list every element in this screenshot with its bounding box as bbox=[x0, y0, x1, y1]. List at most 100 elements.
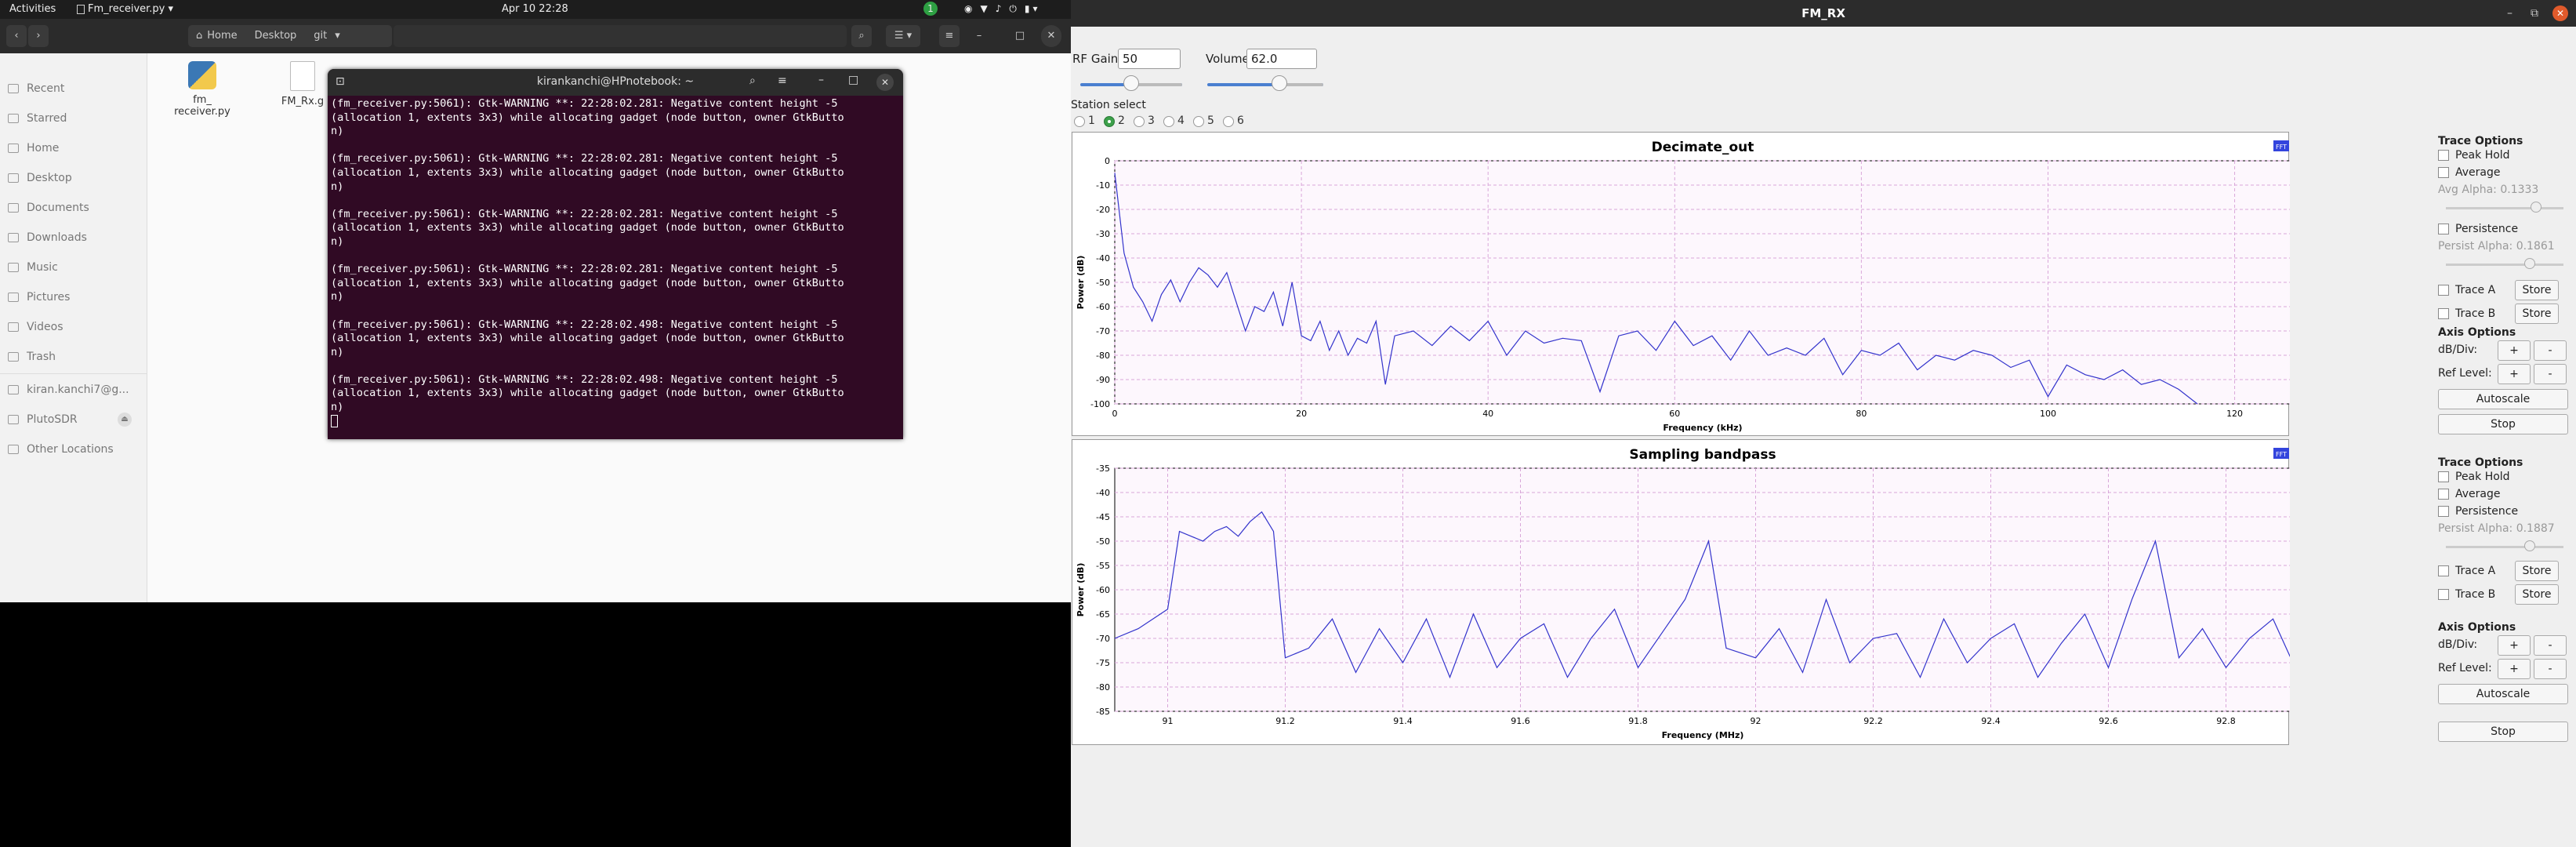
peak-hold-checkbox[interactable] bbox=[2438, 471, 2449, 482]
volume-slider-handle[interactable] bbox=[1271, 75, 1287, 91]
sidebar-item-downloads[interactable]: Downloads bbox=[8, 229, 87, 246]
autoscale-button[interactable]: Autoscale bbox=[2438, 684, 2568, 704]
db-div-label: dB/Div: bbox=[2438, 344, 2478, 356]
close-icon[interactable]: ✕ bbox=[876, 74, 894, 91]
decimate-out-chart[interactable]: Decimate_out FFT 0 -10 -20 -30 -40 -50 -60 -70 -80… bbox=[1072, 133, 2290, 437]
path-entry[interactable] bbox=[394, 25, 847, 47]
notification-badge[interactable]: 1 bbox=[923, 2, 938, 16]
ref-level-minus-button[interactable]: - bbox=[2534, 364, 2567, 384]
db-div-minus-button[interactable]: - bbox=[2534, 340, 2567, 361]
average-checkbox[interactable] bbox=[2438, 489, 2449, 500]
maximize-icon[interactable]: ⧉ bbox=[2531, 7, 2538, 20]
sidebar-item-other-locations[interactable]: Other Locations bbox=[8, 441, 114, 458]
terminal-output[interactable]: (fm_receiver.py:5061): Gtk-WARNING **: 2… bbox=[331, 97, 900, 436]
avg-alpha-slider[interactable] bbox=[2446, 202, 2563, 213]
video-icon bbox=[8, 322, 19, 332]
ref-level-plus-button[interactable]: + bbox=[2498, 364, 2531, 384]
persist-alpha-slider[interactable] bbox=[2446, 258, 2563, 269]
minimize-icon[interactable]: – bbox=[818, 74, 824, 86]
slider-handle[interactable] bbox=[2531, 202, 2542, 213]
station-radio-1[interactable] bbox=[1074, 116, 1085, 127]
station-radio-3[interactable] bbox=[1134, 116, 1145, 127]
sidebar-item-account[interactable]: kiran.kanchi7@g... bbox=[8, 381, 129, 398]
rf-gain-input[interactable]: 50 bbox=[1118, 49, 1181, 69]
path-home[interactable]: Home bbox=[207, 30, 238, 42]
new-tab-icon[interactable]: ⊡ bbox=[336, 75, 345, 88]
rf-gain-slider-handle[interactable] bbox=[1123, 75, 1139, 91]
sidebar-item-documents[interactable]: Documents bbox=[8, 199, 89, 216]
db-div-plus-button[interactable]: + bbox=[2498, 340, 2531, 361]
db-div-plus-button[interactable]: + bbox=[2498, 635, 2531, 656]
sidebar-item-label: Videos bbox=[27, 321, 63, 333]
trace-a-store-button[interactable]: Store bbox=[2515, 561, 2559, 581]
persistence-checkbox[interactable] bbox=[2438, 224, 2449, 234]
file-item[interactable]: fm_ receiver.py bbox=[171, 61, 234, 118]
y-tick-label: -70 bbox=[1096, 326, 1110, 336]
close-icon[interactable]: ✕ bbox=[2552, 5, 2568, 21]
fft-badge bbox=[2273, 448, 2289, 459]
ref-level-plus-button[interactable]: + bbox=[2498, 659, 2531, 679]
trace-b-checkbox[interactable] bbox=[2438, 308, 2449, 319]
clock[interactable]: Apr 10 22:28 bbox=[502, 3, 568, 15]
terminal-window[interactable]: ⊡ kirankanchi@HPnotebook: ~ ⌕ ≡ – □ ✕ (f… bbox=[328, 69, 903, 439]
menu-button[interactable]: ≡ bbox=[939, 25, 960, 47]
sidebar-item-recent[interactable]: Recent bbox=[8, 80, 64, 97]
slider-handle[interactable] bbox=[2524, 258, 2535, 269]
trace-b-store-button[interactable]: Store bbox=[2515, 584, 2559, 605]
station-radio-4[interactable] bbox=[1163, 116, 1174, 127]
search-button[interactable]: ⌕ bbox=[851, 25, 872, 47]
trace-b-store-button[interactable]: Store bbox=[2515, 304, 2559, 324]
path-desktop[interactable]: Desktop bbox=[254, 30, 297, 42]
persist-alpha-slider[interactable] bbox=[2446, 540, 2563, 551]
close-button[interactable]: ✕ bbox=[1041, 25, 1061, 47]
axis-options-heading: Axis Options bbox=[2438, 326, 2516, 339]
persistence-checkbox[interactable] bbox=[2438, 506, 2449, 517]
sidebar-item-music[interactable]: Music bbox=[8, 259, 58, 276]
x-tick-label: 91.2 bbox=[1275, 716, 1295, 726]
trace-b-checkbox[interactable] bbox=[2438, 589, 2449, 600]
trace-a-store-button[interactable]: Store bbox=[2515, 280, 2559, 300]
sidebar-item-plutosdr[interactable]: PlutoSDR ⏏ bbox=[8, 411, 133, 428]
sidebar-item-desktop[interactable]: Desktop bbox=[8, 169, 72, 187]
hamburger-icon[interactable]: ≡ bbox=[778, 75, 787, 87]
sidebar-item-label: Documents bbox=[27, 202, 89, 214]
sampling-bandpass-chart[interactable]: Sampling bandpass FFT -35 -40 -45 -50 -55 -60 -6… bbox=[1072, 440, 2290, 746]
view-toggle-button[interactable]: ☰ ▾ bbox=[886, 25, 920, 47]
minimize-button[interactable]: – bbox=[969, 25, 989, 47]
eject-icon[interactable]: ⏏ bbox=[118, 413, 132, 427]
file-item[interactable]: FM_Rx.g bbox=[271, 61, 334, 107]
stop-button[interactable]: Stop bbox=[2438, 414, 2568, 434]
x-tick-label: 92.8 bbox=[2216, 716, 2236, 726]
sidebar-item-pictures[interactable]: Pictures bbox=[8, 289, 70, 306]
maximize-button[interactable]: □ bbox=[1010, 25, 1030, 47]
forward-button[interactable]: › bbox=[28, 25, 49, 47]
volume-input[interactable]: 62.0 bbox=[1246, 49, 1317, 69]
app-menu[interactable]: Fm_receiver.py ▾ bbox=[77, 3, 173, 15]
ref-level-minus-button[interactable]: - bbox=[2534, 659, 2567, 679]
average-checkbox[interactable] bbox=[2438, 167, 2449, 178]
system-tray[interactable]: ◉ ▼ ♪ ⏻ ▮ ▾ bbox=[964, 3, 1038, 15]
search-icon[interactable]: ⌕ bbox=[749, 75, 756, 87]
minimize-icon[interactable]: – bbox=[2507, 7, 2513, 20]
autoscale-button[interactable]: Autoscale bbox=[2438, 389, 2568, 409]
window-title: FM_RX bbox=[1071, 0, 2576, 27]
path-git[interactable]: git bbox=[314, 30, 328, 42]
trace-a-checkbox[interactable] bbox=[2438, 285, 2449, 296]
sidebar-item-home[interactable]: Home bbox=[8, 140, 59, 157]
stop-button[interactable]: Stop bbox=[2438, 722, 2568, 742]
peak-hold-checkbox[interactable] bbox=[2438, 150, 2449, 161]
back-button[interactable]: ‹ bbox=[6, 25, 27, 47]
station-radio-2[interactable] bbox=[1104, 116, 1115, 127]
volume-slider[interactable] bbox=[1207, 83, 1323, 86]
station-radio-6[interactable] bbox=[1223, 116, 1234, 127]
trace-a-checkbox[interactable] bbox=[2438, 565, 2449, 576]
activities-button[interactable]: Activities bbox=[9, 3, 56, 15]
db-div-minus-button[interactable]: - bbox=[2534, 635, 2567, 656]
slider-handle[interactable] bbox=[2524, 540, 2535, 551]
maximize-icon[interactable]: □ bbox=[848, 74, 859, 86]
station-radio-5[interactable] bbox=[1193, 116, 1204, 127]
sidebar-item-starred[interactable]: Starred bbox=[8, 110, 67, 127]
sidebar-item-trash[interactable]: Trash bbox=[8, 348, 56, 365]
sidebar-item-videos[interactable]: Videos bbox=[8, 318, 63, 336]
document-icon bbox=[8, 203, 19, 213]
